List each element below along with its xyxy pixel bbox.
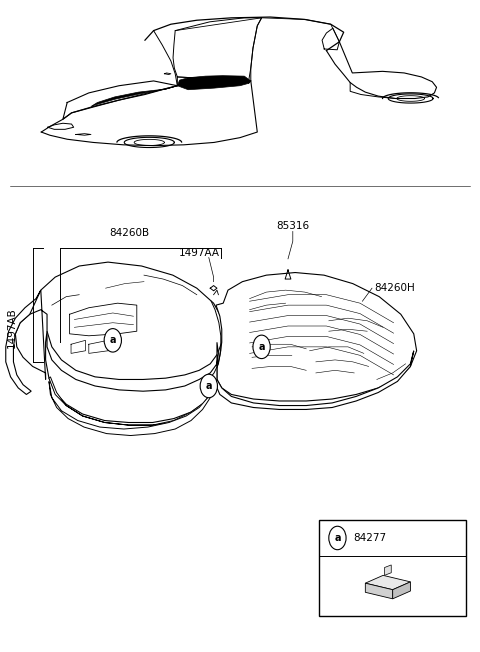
Text: a: a <box>205 381 212 391</box>
Circle shape <box>329 526 346 550</box>
Circle shape <box>200 374 217 398</box>
Polygon shape <box>384 565 391 575</box>
Bar <box>319 520 466 616</box>
Text: 1497AB: 1497AB <box>7 307 17 348</box>
Polygon shape <box>15 262 223 379</box>
Polygon shape <box>216 273 417 401</box>
Polygon shape <box>49 377 215 425</box>
Circle shape <box>104 329 121 352</box>
Circle shape <box>253 335 270 359</box>
Text: a: a <box>258 342 265 352</box>
Text: 85316: 85316 <box>276 222 310 231</box>
Text: a: a <box>109 335 116 346</box>
Text: 84260B: 84260B <box>109 228 150 238</box>
Polygon shape <box>6 290 41 394</box>
Polygon shape <box>49 381 214 436</box>
Polygon shape <box>393 582 410 599</box>
Polygon shape <box>46 331 218 422</box>
Polygon shape <box>91 85 177 106</box>
Text: a: a <box>334 533 341 543</box>
Text: 84277: 84277 <box>353 533 386 543</box>
Polygon shape <box>365 575 410 589</box>
Text: 84260H: 84260H <box>374 283 415 293</box>
Polygon shape <box>215 351 414 409</box>
Polygon shape <box>365 583 393 599</box>
Polygon shape <box>177 76 251 90</box>
Text: 1497AA: 1497AA <box>179 248 220 258</box>
